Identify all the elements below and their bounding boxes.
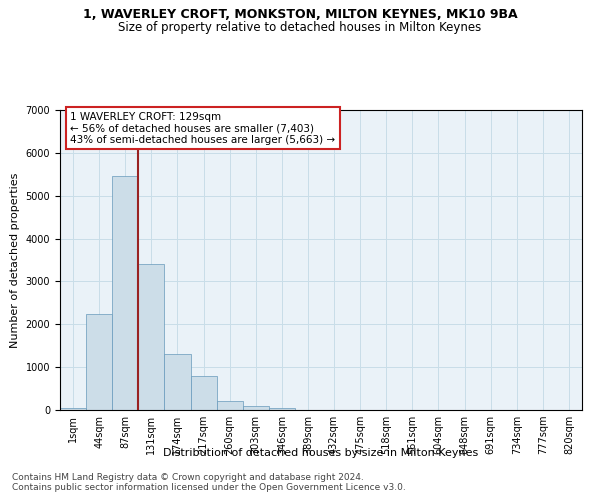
Text: Contains public sector information licensed under the Open Government Licence v3: Contains public sector information licen…: [12, 484, 406, 492]
Bar: [60, 408, 86, 410]
Bar: [112, 176, 139, 410]
Y-axis label: Number of detached properties: Number of detached properties: [10, 172, 20, 348]
Text: 1, WAVERLEY CROFT, MONKSTON, MILTON KEYNES, MK10 9BA: 1, WAVERLEY CROFT, MONKSTON, MILTON KEYN…: [83, 8, 517, 20]
Bar: [269, 408, 295, 410]
Bar: [86, 314, 112, 410]
Bar: [139, 264, 164, 410]
Text: Size of property relative to detached houses in Milton Keynes: Size of property relative to detached ho…: [118, 21, 482, 34]
Bar: [191, 376, 217, 410]
Text: Distribution of detached houses by size in Milton Keynes: Distribution of detached houses by size …: [163, 448, 479, 458]
Bar: [217, 402, 243, 410]
Text: Contains HM Land Registry data © Crown copyright and database right 2024.: Contains HM Land Registry data © Crown c…: [12, 472, 364, 482]
Bar: [242, 406, 269, 410]
Bar: [164, 354, 191, 410]
Text: 1 WAVERLEY CROFT: 129sqm
← 56% of detached houses are smaller (7,403)
43% of sem: 1 WAVERLEY CROFT: 129sqm ← 56% of detach…: [70, 112, 335, 144]
